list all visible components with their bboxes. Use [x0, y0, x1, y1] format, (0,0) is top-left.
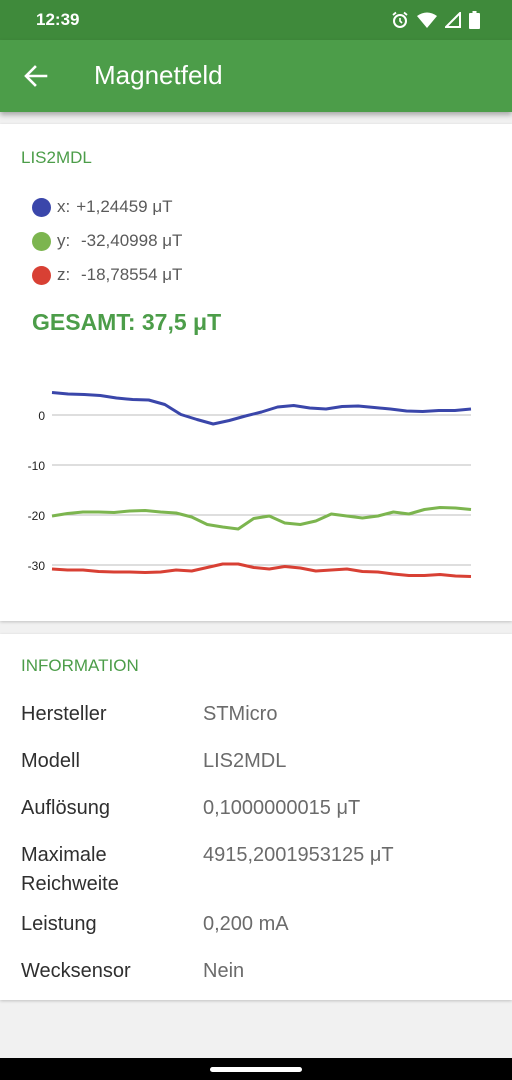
- info-label-resolution: Auflösung: [21, 797, 110, 819]
- reading-axis-label: x:: [57, 197, 71, 216]
- x-series-line: [51, 391, 472, 426]
- info-value-power: 0,200 mA: [203, 913, 289, 935]
- reading-value: +1,24459 μT: [76, 197, 173, 216]
- info-label-manufacturer: Hersteller: [21, 703, 107, 725]
- info-value-resolution: 0,1000000015 μT: [203, 797, 361, 819]
- navigation-bar: [0, 1058, 512, 1080]
- y-tick-label: -30: [28, 559, 46, 573]
- y-series-line: [51, 506, 472, 531]
- status-time: 12:39: [36, 10, 80, 29]
- y-tick-label: -20: [28, 509, 46, 523]
- app-bar: Magnetfeld: [0, 40, 512, 112]
- y-tick-label: 0: [38, 409, 45, 423]
- home-gesture-handle[interactable]: [210, 1067, 302, 1072]
- reading-z: z: -18,78554 μT: [32, 264, 182, 286]
- wifi-icon: [417, 12, 437, 28]
- info-label-wakeup: Wecksensor: [21, 960, 131, 982]
- info-card: INFORMATION Hersteller STMicro Modell LI…: [0, 634, 512, 1000]
- reading-x: x: +1,24459 μT: [32, 196, 173, 218]
- back-arrow-icon[interactable]: [20, 62, 52, 90]
- reading-axis-label: z:: [57, 265, 71, 284]
- status-icons: [391, 9, 480, 31]
- info-value-model: LIS2MDL: [203, 750, 287, 772]
- info-title: INFORMATION: [21, 656, 139, 675]
- info-label-power: Leistung: [21, 913, 97, 935]
- sensor-name: LIS2MDL: [21, 148, 92, 167]
- info-label-model: Modell: [21, 750, 80, 772]
- z-series-line: [51, 562, 472, 578]
- total-magnitude: GESAMT: 37,5 μT: [32, 309, 222, 335]
- reading-value: -18,78554 μT: [76, 265, 183, 284]
- y-color-dot: [32, 231, 51, 251]
- reading-y: y: -32,40998 μT: [32, 230, 182, 252]
- magnetic-field-chart: 0 -10 -20 -30: [28, 391, 472, 578]
- info-label-max-range: Maximale Reichweite: [21, 844, 119, 895]
- sensor-card: LIS2MDL x: +1,24459 μT y: -32,40998 μT z…: [0, 124, 512, 621]
- info-value-manufacturer: STMicro: [203, 703, 278, 725]
- reading-axis-label: y:: [57, 231, 71, 250]
- reading-value: -32,40998 μT: [76, 231, 183, 250]
- y-tick-label: -10: [28, 459, 46, 473]
- alarm-icon: [392, 11, 408, 28]
- z-color-dot: [32, 265, 51, 285]
- x-color-dot: [32, 197, 51, 217]
- battery-icon: [469, 11, 480, 29]
- page-title: Magnetfeld: [94, 60, 223, 90]
- info-value-wakeup: Nein: [203, 960, 245, 982]
- info-value-max-range: 4915,2001953125 μT: [203, 844, 394, 866]
- status-bar: 12:39: [0, 0, 512, 40]
- cell-signal-icon: [445, 12, 461, 28]
